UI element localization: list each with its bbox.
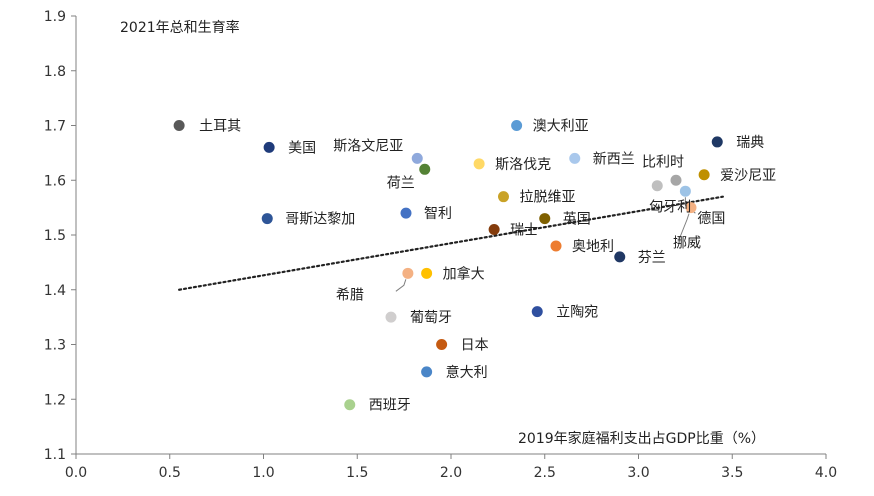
data-point — [419, 163, 431, 175]
data-point — [511, 120, 523, 131]
point-label: 挪威 — [673, 236, 701, 252]
data-point — [670, 174, 682, 186]
point-label: 斯洛文尼亚 — [333, 138, 403, 154]
data-point — [498, 191, 509, 203]
point-label: 西班牙 — [369, 398, 411, 414]
y-tick-label: 1.9 — [44, 9, 66, 25]
data-point — [651, 180, 663, 192]
data-point — [711, 136, 723, 148]
point-label: 荷兰 — [387, 175, 415, 191]
x-tick-label: 3.0 — [627, 465, 649, 481]
x-tick-label: 1.5 — [346, 465, 368, 481]
data-point — [550, 240, 562, 252]
y-tick-label: 1.7 — [44, 119, 66, 135]
data-points — [173, 120, 723, 411]
y-tick-label: 1.1 — [44, 447, 66, 463]
data-point — [436, 339, 448, 350]
data-point — [400, 207, 412, 219]
x-tick-label: 3.5 — [721, 465, 743, 481]
data-point — [614, 251, 626, 263]
point-label: 日本 — [461, 338, 489, 354]
y-tick-label: 1.4 — [44, 283, 66, 299]
point-label: 哥斯达黎加 — [285, 212, 355, 228]
data-point — [385, 311, 397, 323]
point-label: 爱沙尼亚 — [720, 168, 776, 184]
leader-line — [395, 279, 407, 292]
point-label: 匈牙利 — [649, 200, 691, 216]
data-point — [473, 158, 485, 170]
data-point — [531, 306, 543, 318]
y-tick-label: 1.3 — [44, 338, 66, 354]
point-label: 美国 — [288, 140, 316, 156]
trendline — [178, 195, 724, 291]
data-point — [488, 224, 500, 236]
point-label: 加拿大 — [443, 265, 485, 282]
data-point — [173, 120, 185, 131]
point-label: 比利时 — [642, 154, 684, 170]
y-tick-label: 1.8 — [44, 64, 66, 80]
x-tick-label: 0.0 — [65, 465, 87, 481]
data-point — [402, 267, 414, 279]
x-tick-label: 0.5 — [159, 465, 181, 481]
point-label: 奥地利 — [572, 238, 614, 255]
point-label: 瑞士 — [510, 223, 538, 239]
point-label: 意大利 — [446, 364, 488, 381]
data-point — [539, 213, 551, 225]
y-axis-title: 2021年总和生育率 — [120, 19, 240, 36]
data-point — [261, 213, 273, 225]
data-point — [698, 169, 710, 181]
y-tick-label: 1.5 — [44, 228, 66, 244]
y-tick-label: 1.2 — [44, 392, 66, 408]
point-label: 拉脱维亚 — [520, 190, 576, 206]
data-point — [344, 399, 356, 411]
x-axis-title: 2019年家庭福利支出占GDP比重（%） — [518, 430, 765, 447]
point-label: 新西兰 — [593, 151, 635, 167]
x-tick-label: 1.0 — [252, 465, 274, 481]
data-point — [421, 366, 433, 378]
point-label: 希腊 — [336, 287, 364, 303]
trendline-group — [178, 195, 724, 291]
x-tick-label: 2.0 — [440, 465, 462, 481]
point-label: 瑞典 — [736, 135, 764, 151]
point-label: 德国 — [697, 211, 725, 227]
point-label: 芬兰 — [638, 250, 666, 266]
point-label: 立陶宛 — [556, 305, 598, 321]
point-label: 英国 — [563, 211, 591, 228]
x-tick-label: 2.5 — [534, 465, 556, 481]
leader-line — [678, 213, 690, 240]
point-label: 斯洛伐克 — [495, 157, 551, 173]
point-label: 葡萄牙 — [410, 310, 452, 326]
point-label: 土耳其 — [199, 119, 241, 135]
axes: 1.1 1.2 1.3 1.4 1.5 1.6 1.7 1.8 1.9 0.0 0.5 1.0 1.5 2… — [44, 9, 837, 481]
data-point — [421, 267, 433, 279]
y-tick-label: 1.6 — [44, 173, 66, 189]
x-tick-label: 4.0 — [815, 465, 837, 481]
data-point — [679, 185, 691, 197]
data-point — [569, 152, 581, 164]
point-label: 澳大利亚 — [533, 119, 589, 135]
data-point — [411, 152, 423, 164]
data-point — [685, 202, 697, 214]
point-label: 智利 — [424, 206, 452, 222]
data-point — [263, 141, 275, 153]
